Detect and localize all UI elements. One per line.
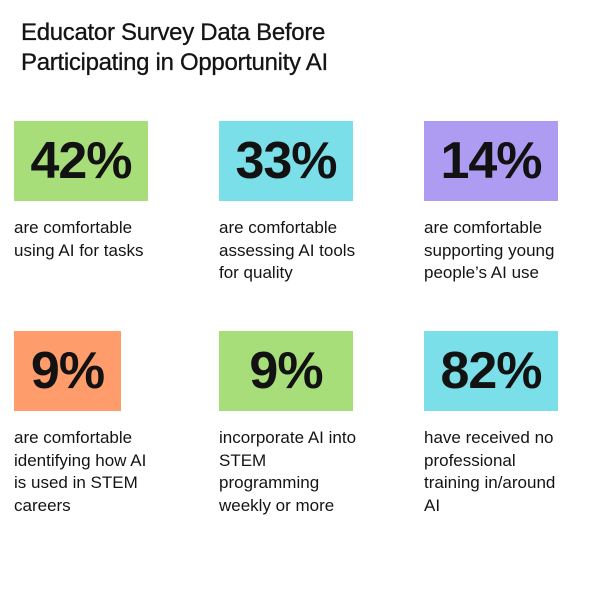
stat-box: 9%	[14, 331, 121, 411]
stat-card-supporting-young-people: 14% are comfortable supporting young peo…	[424, 121, 594, 285]
stat-box: 82%	[424, 331, 558, 411]
stat-card-identifying-ai-in-stem: 9% are comfortable identifying how AI is…	[14, 331, 194, 517]
stat-value: 9%	[249, 342, 323, 400]
stat-card-assessing-ai-tools: 33% are comfortable assessing AI tools f…	[219, 121, 399, 285]
stat-value: 42%	[30, 132, 132, 190]
stat-value: 82%	[440, 342, 542, 400]
stat-description: incorporate AI into STEM programming wee…	[219, 428, 357, 515]
stat-description: have received no professional training i…	[424, 428, 556, 515]
stat-box: 33%	[219, 121, 353, 201]
stat-box: 9%	[219, 331, 353, 411]
stat-card-incorporate-ai-weekly: 9% incorporate AI into STEM programming …	[219, 331, 399, 517]
stat-value: 9%	[30, 342, 105, 400]
page-title: Educator Survey Data Before Participatin…	[21, 19, 328, 76]
stat-box: 14%	[424, 121, 558, 201]
stat-description: are comfortable using AI for tasks	[14, 218, 144, 260]
stat-description: are comfortable identifying how AI is us…	[14, 428, 147, 515]
stat-card-no-professional-training: 82% have received no professional traini…	[424, 331, 594, 517]
stat-description: are comfortable assessing AI tools for q…	[219, 218, 356, 282]
stat-value: 14%	[440, 132, 542, 190]
stat-value: 33%	[235, 132, 337, 190]
stat-box: 42%	[14, 121, 148, 201]
stat-description: are comfortable supporting young people’…	[424, 218, 555, 282]
stat-card-comfortable-using-ai: 42% are comfortable using AI for tasks	[14, 121, 194, 262]
